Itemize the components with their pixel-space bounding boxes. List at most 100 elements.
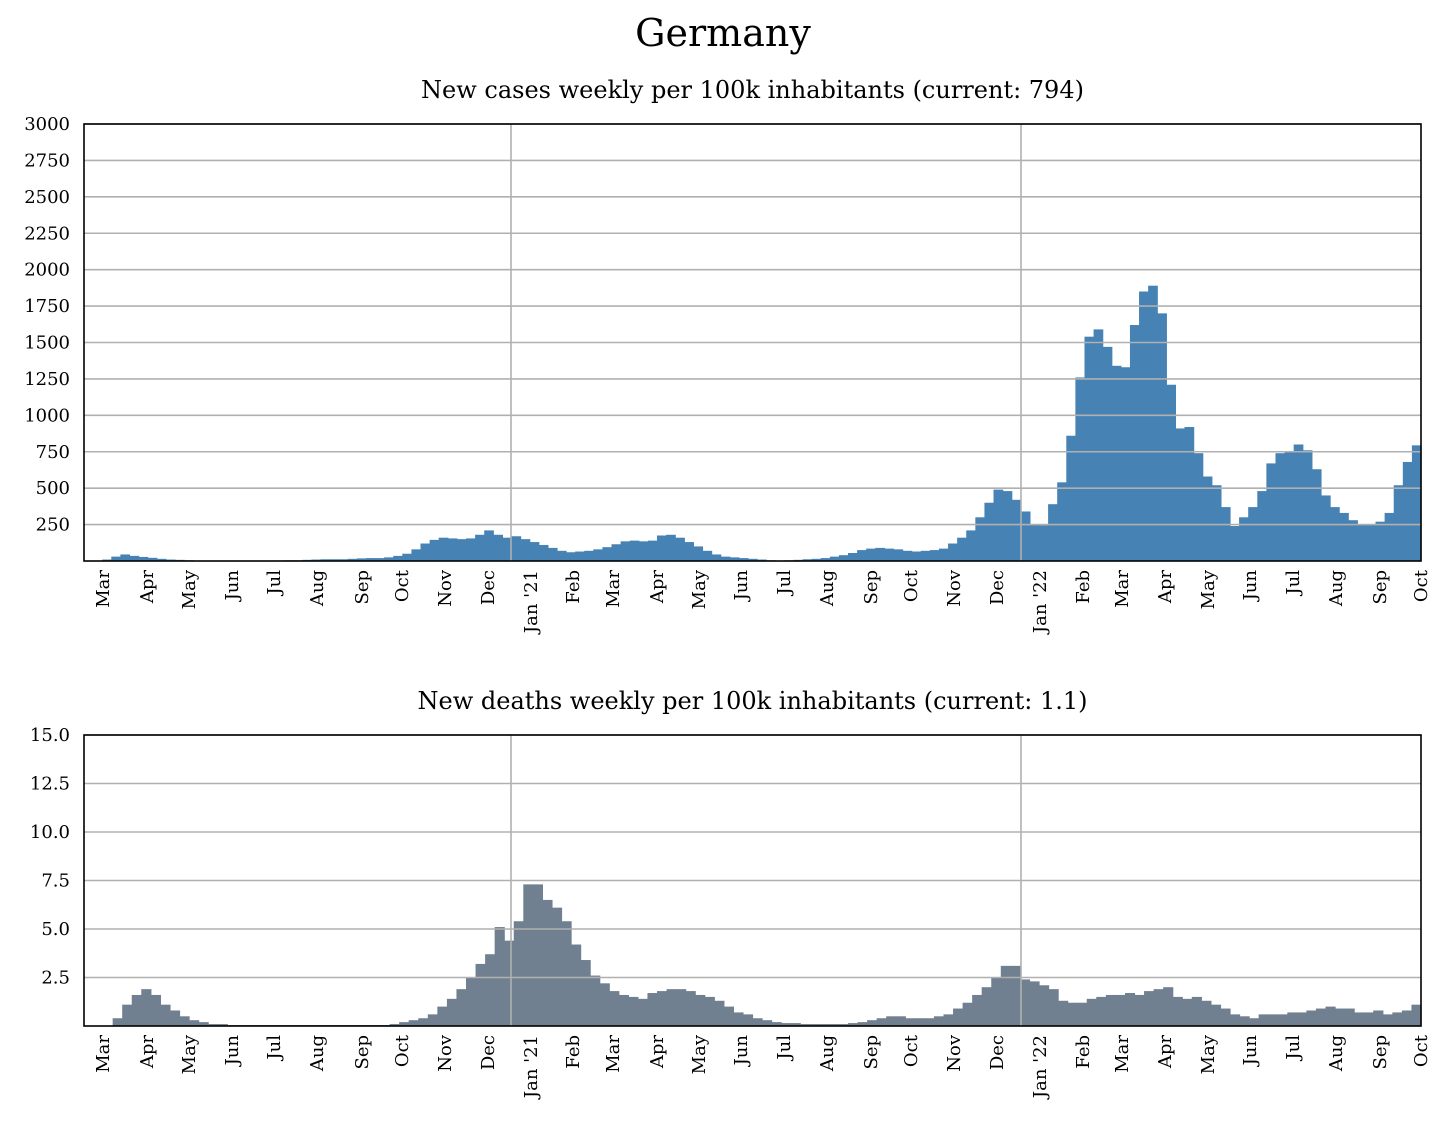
y-tick-label: 2500	[24, 187, 70, 208]
bar	[1366, 524, 1377, 561]
bar	[1191, 996, 1202, 1026]
x-tick-label: Aug	[1326, 1035, 1347, 1072]
bar	[733, 1012, 744, 1026]
panel-1: New cases weekly per 100k inhabitants (c…	[24, 76, 1432, 635]
bar	[511, 536, 522, 561]
bar	[584, 550, 594, 561]
bar	[966, 530, 976, 561]
bar	[1339, 512, 1349, 561]
x-tick-label: Jul	[774, 1035, 795, 1062]
bar	[593, 549, 604, 561]
bar	[393, 555, 403, 561]
bar	[1105, 994, 1116, 1026]
bar	[1039, 985, 1050, 1026]
bar	[886, 1016, 897, 1026]
bar	[1306, 1010, 1317, 1026]
bar	[905, 1018, 916, 1026]
bar	[953, 1008, 964, 1026]
y-tick-label: 12.5	[30, 774, 70, 795]
bar	[551, 907, 563, 1026]
bar	[762, 1020, 773, 1026]
x-tick-label: Oct	[901, 1034, 922, 1067]
bar	[1019, 979, 1031, 1026]
bar	[538, 544, 549, 561]
bar	[657, 535, 667, 561]
bar	[857, 1022, 868, 1026]
bar	[1211, 485, 1222, 561]
bar	[1302, 450, 1313, 561]
bar	[1248, 507, 1258, 561]
bar	[929, 550, 940, 561]
bar	[702, 550, 713, 561]
x-tick-label: Aug	[817, 570, 838, 607]
bar	[1010, 965, 1021, 1026]
bar	[752, 1018, 763, 1026]
x-tick-label: Feb	[1073, 570, 1094, 604]
y-tick-label: 3000	[24, 114, 70, 135]
bar	[356, 558, 367, 561]
bar	[857, 550, 867, 561]
bar	[384, 557, 394, 561]
bar	[129, 555, 140, 561]
x-tick-label: Jun	[222, 570, 243, 603]
bar	[365, 558, 376, 561]
x-tick-label: Jun	[1240, 570, 1261, 603]
x-tick-label: Sep	[352, 1035, 373, 1070]
x-tick-label: Apr	[647, 570, 668, 605]
bar	[902, 550, 913, 561]
bar	[1268, 1014, 1279, 1026]
bar	[714, 1000, 725, 1026]
bar	[532, 884, 543, 1026]
bar	[475, 963, 486, 1026]
x-tick-label: Jun	[222, 1035, 243, 1068]
bar	[618, 994, 629, 1026]
bar	[1048, 989, 1059, 1026]
bar	[1296, 1012, 1307, 1026]
bar	[1144, 991, 1155, 1026]
bar	[711, 554, 722, 561]
bar	[217, 1024, 228, 1026]
bar	[523, 884, 534, 1026]
bar	[1111, 365, 1122, 561]
panel-title: New deaths weekly per 100k inhabitants (…	[418, 687, 1088, 715]
bar	[1344, 1008, 1355, 1026]
x-tick-label: Apr	[1155, 1035, 1176, 1070]
bar	[838, 555, 849, 561]
bar	[685, 991, 696, 1026]
bar	[1257, 491, 1267, 561]
plot-frame	[83, 734, 1422, 1027]
y-tick-label: 1750	[24, 296, 70, 317]
bar	[972, 994, 983, 1026]
y-tick-label: 7.5	[41, 871, 70, 892]
bar	[504, 940, 515, 1026]
bar	[1411, 445, 1422, 561]
bar	[981, 987, 992, 1026]
x-tick-label: Jul	[1283, 1035, 1304, 1062]
x-tick-label: Oct	[1411, 1034, 1432, 1067]
bar-series	[112, 884, 1422, 1026]
x-tick-label: Feb	[563, 1035, 584, 1069]
bar	[957, 537, 967, 561]
bar	[1201, 1000, 1212, 1026]
bar	[920, 550, 931, 561]
bar	[1039, 525, 1049, 561]
bar	[611, 544, 622, 561]
bar	[122, 1004, 133, 1026]
bar	[120, 554, 131, 561]
y-tick-label: 15.0	[30, 725, 70, 746]
bar	[1230, 1014, 1241, 1026]
bar	[1220, 1008, 1231, 1026]
x-tick-label: Oct	[901, 569, 922, 602]
bar	[1284, 451, 1295, 561]
x-tick-label: Mar	[603, 570, 624, 608]
bar	[189, 1020, 200, 1026]
bar	[1011, 499, 1022, 561]
y-tick-label: 1500	[24, 333, 70, 354]
bar	[867, 1020, 878, 1026]
bar	[1139, 291, 1149, 561]
x-tick-label: Aug	[817, 1035, 838, 1072]
bar	[1020, 511, 1031, 561]
x-tick-label: Jul	[264, 1035, 285, 1062]
bar	[1393, 485, 1404, 561]
bar	[975, 517, 986, 561]
